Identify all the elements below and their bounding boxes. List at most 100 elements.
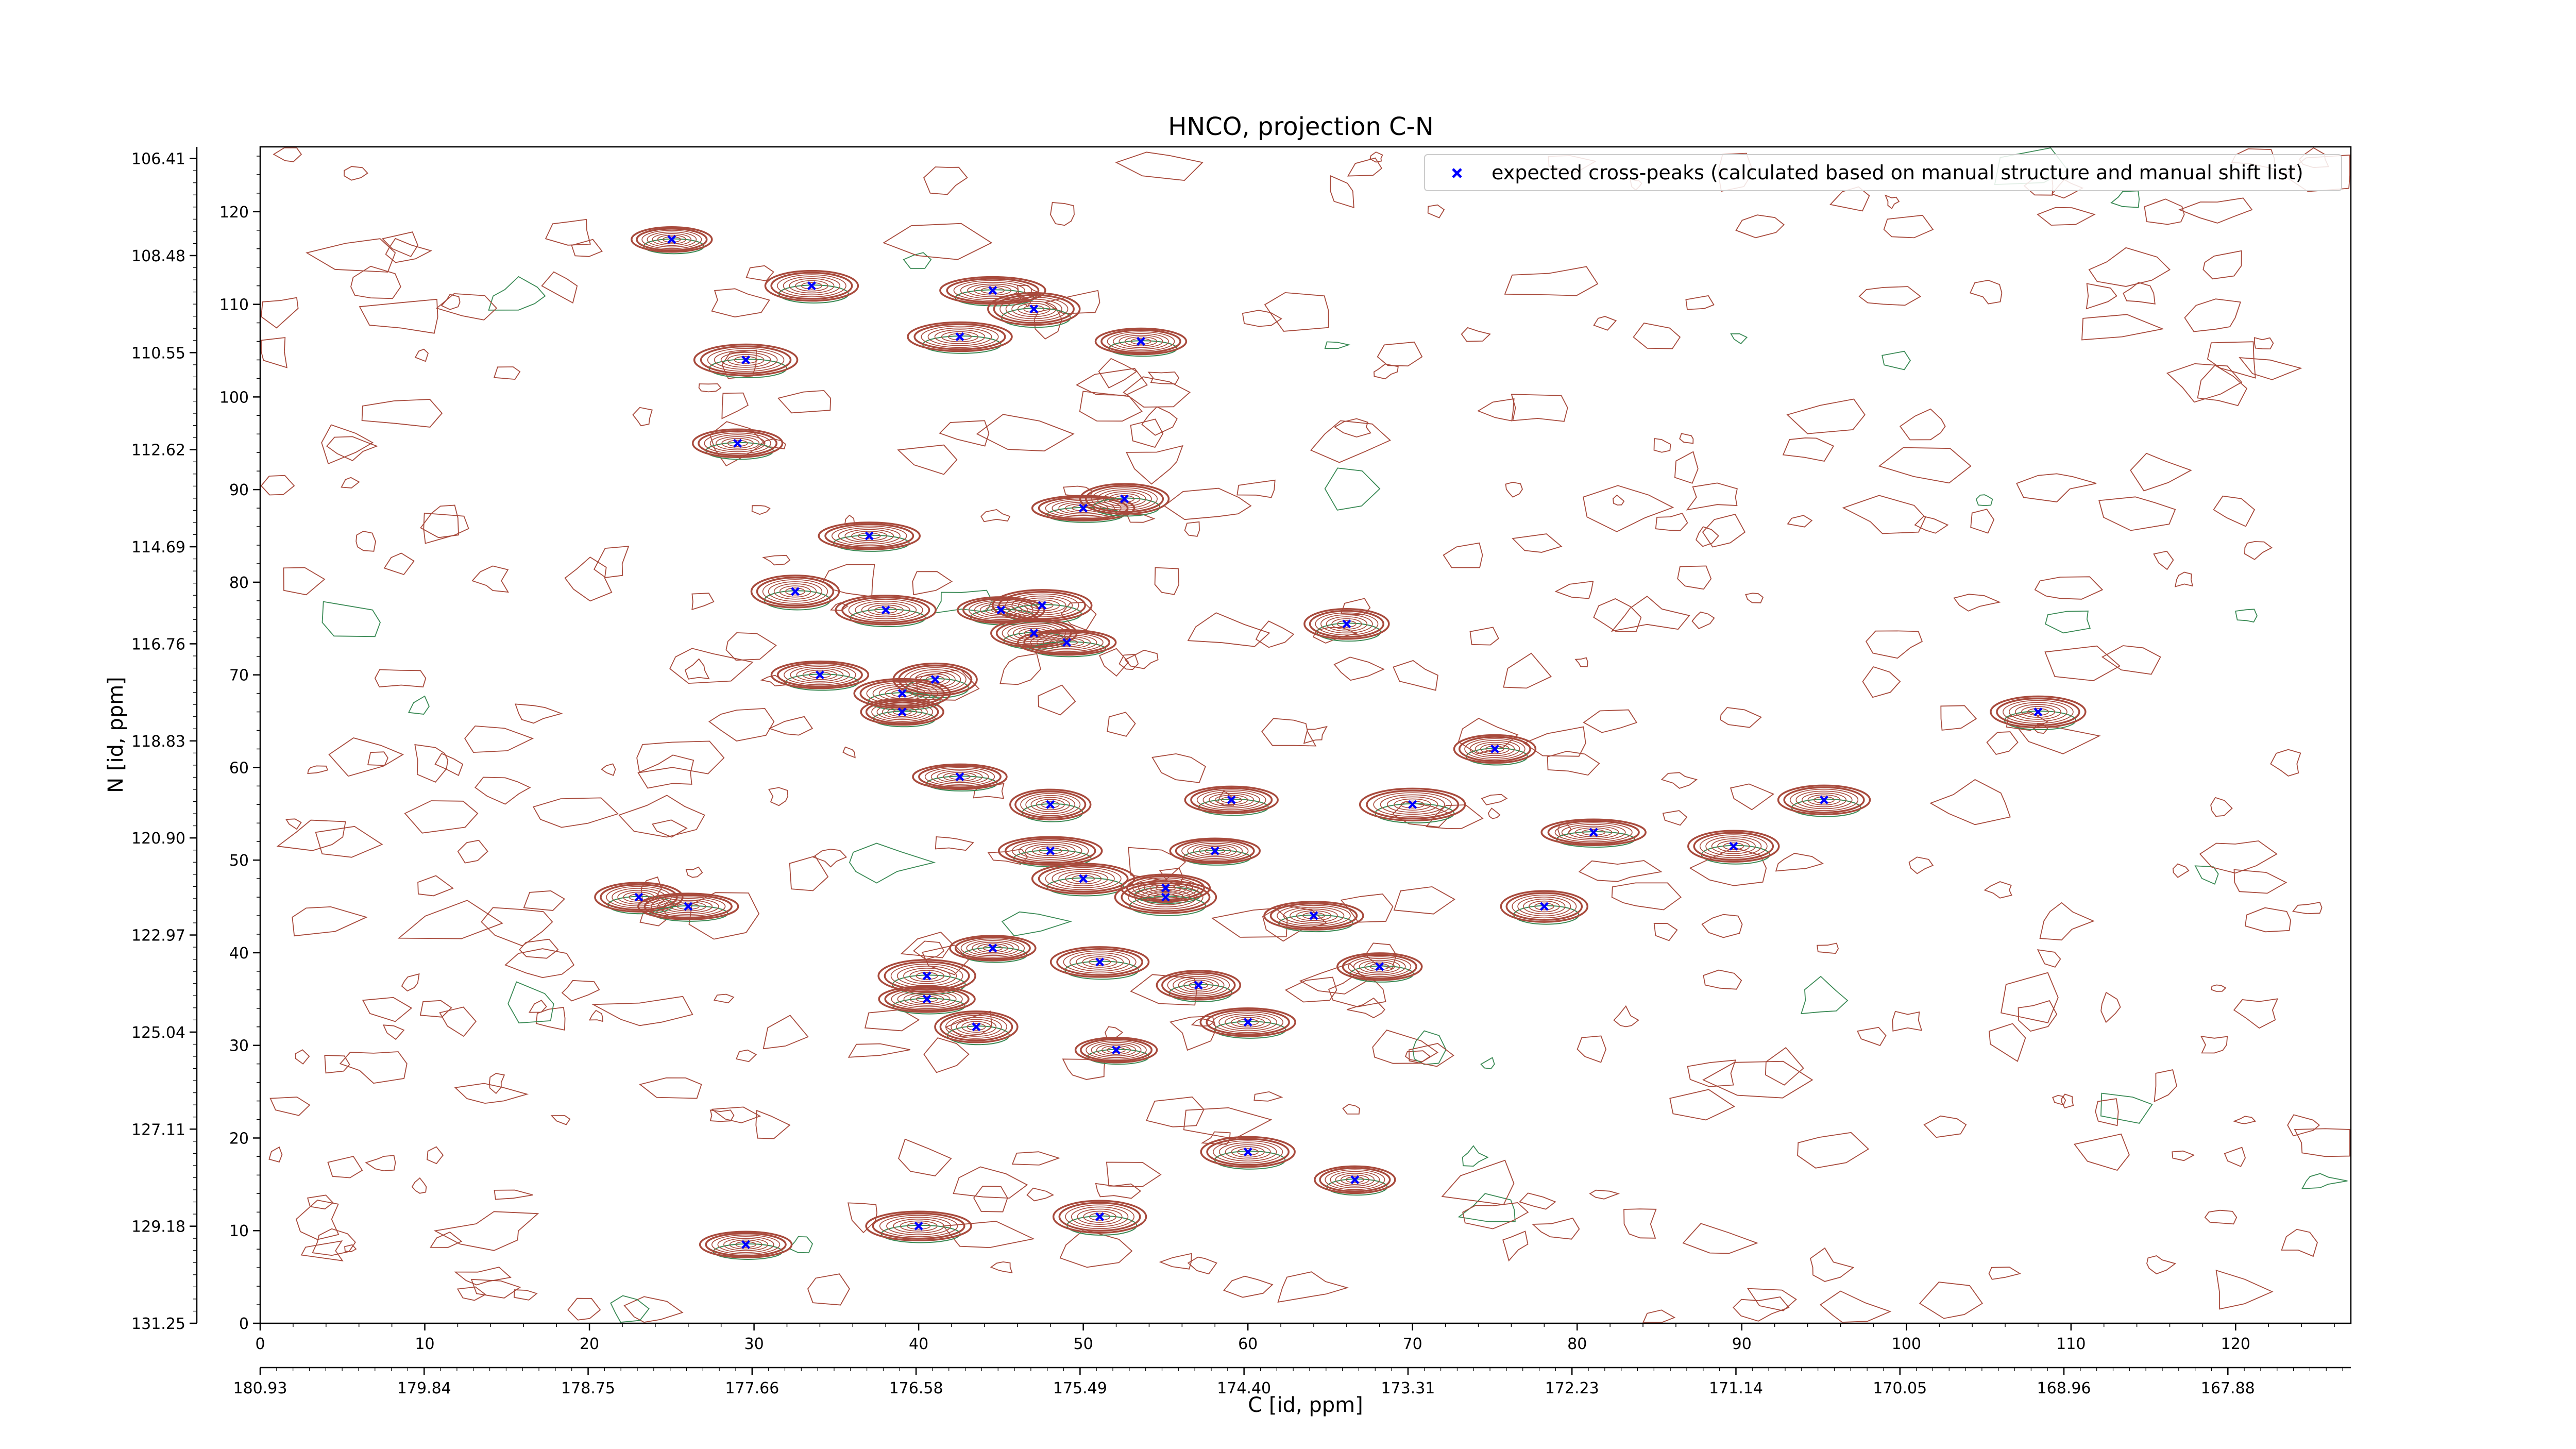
noise-contour	[1393, 886, 1455, 915]
positive-contour	[1687, 830, 1780, 863]
positive-contour	[652, 233, 692, 246]
positive-contour	[637, 892, 739, 920]
x-ppm-tick-label: 179.84	[397, 1379, 451, 1397]
noise-contour	[842, 746, 856, 759]
noise-contour	[1223, 1275, 1274, 1298]
positive-contour	[1126, 875, 1205, 901]
positive-contour	[960, 938, 1025, 958]
noise-contour	[404, 800, 479, 834]
noise-contour	[610, 1295, 650, 1323]
noise-contour	[618, 795, 705, 838]
positive-contour	[980, 287, 1005, 294]
peak-contour	[1052, 1200, 1147, 1236]
cross-peak-marker-stroke-b	[1095, 957, 1105, 967]
noise-contour	[1211, 907, 1288, 938]
noise-contour	[2006, 712, 2049, 731]
y-ppm-tick-label: 127.11	[131, 1121, 185, 1139]
noise-contour	[1130, 418, 1164, 448]
positive-contour	[912, 763, 1008, 790]
cross-peak-marker-stroke-b	[1029, 629, 1039, 638]
positive-contour	[1082, 956, 1117, 968]
noise-contour	[285, 818, 302, 830]
cross-peak-marker-stroke-b	[1819, 795, 1829, 804]
positive-contour	[698, 430, 778, 457]
positive-contour	[1314, 1165, 1396, 1194]
positive-contour	[891, 689, 913, 697]
positive-contour	[768, 581, 823, 602]
noise-contour	[942, 1221, 1035, 1249]
positive-contour	[916, 996, 938, 1003]
noise-contour	[292, 906, 368, 937]
positive-contour	[785, 587, 805, 596]
peak-contour	[1359, 787, 1466, 823]
positive-contour	[1723, 842, 1744, 850]
y-ppm-tick-label: 114.69	[131, 538, 185, 557]
noise-contour	[623, 1296, 684, 1323]
positive-contour	[1076, 954, 1124, 970]
noise-contour	[1255, 620, 1295, 648]
positive-contour	[953, 280, 1032, 301]
positive-contour	[721, 437, 754, 449]
noise-contour	[295, 1049, 310, 1065]
cross-peak-marker-stroke-b	[1079, 503, 1088, 513]
noise-contour	[519, 938, 559, 959]
y-tick-label: 20	[229, 1130, 249, 1148]
noise-contour	[1929, 779, 2011, 825]
cross-peak-marker-stroke-b	[1408, 800, 1417, 809]
positive-contour	[1400, 800, 1425, 808]
positive-contour	[734, 356, 758, 364]
positive-contour	[982, 945, 1003, 952]
positive-contour	[1263, 901, 1364, 931]
positive-contour	[1004, 837, 1096, 864]
noise-contour	[849, 843, 936, 884]
noise-contour	[897, 444, 958, 475]
x-tick-label: 110	[2056, 1335, 2086, 1353]
y-tick-label: 70	[229, 667, 249, 685]
cross-peak-marker-stroke-b	[2033, 707, 2043, 717]
noise-contour	[1986, 731, 2019, 755]
noise-contour	[1001, 911, 1073, 937]
noise-contour	[1151, 753, 1206, 783]
positive-contour	[1089, 1212, 1111, 1221]
x-tick-label: 50	[1074, 1335, 1093, 1353]
positive-contour	[1056, 948, 1143, 976]
positive-contour	[1199, 846, 1231, 856]
noise-contour	[1730, 333, 1748, 345]
positive-contour	[1453, 734, 1537, 764]
positive-contour	[1074, 1036, 1158, 1064]
positive-contour	[1183, 980, 1214, 991]
noise-contour	[514, 1289, 538, 1301]
noise-contour	[934, 589, 993, 614]
positive-contour	[930, 768, 989, 785]
positive-contour	[705, 1232, 787, 1257]
positive-contour	[1209, 793, 1255, 807]
noise-contour	[1284, 976, 1337, 1003]
noise-contour	[2101, 645, 2161, 675]
noise-contour	[1733, 1296, 1790, 1322]
noise-contour	[2172, 863, 2190, 878]
noise-contour	[2073, 1133, 2130, 1171]
noise-contour	[973, 1186, 1008, 1212]
noise-contour	[1469, 627, 1499, 646]
positive-contour	[1030, 797, 1070, 813]
noise-contour	[362, 997, 413, 1022]
noise-contour	[1011, 1151, 1061, 1166]
noise-contour	[1480, 1057, 1495, 1070]
positive-contour	[1369, 963, 1389, 970]
positive-contour	[1184, 785, 1279, 815]
noise-contour	[900, 931, 953, 958]
positive-contour	[921, 325, 999, 348]
cross-peak-marker-stroke-b	[930, 675, 940, 684]
noise-contour	[1685, 295, 1715, 310]
noise-contour	[591, 996, 693, 1026]
positive-contour	[1058, 1202, 1141, 1232]
positive-contour	[934, 329, 986, 344]
cross-peak-marker-stroke-b	[1029, 304, 1039, 314]
noise-contour	[1505, 481, 1523, 498]
positive-contour	[1561, 824, 1626, 841]
positive-contour	[1100, 329, 1181, 354]
noise-contour	[883, 223, 993, 260]
noise-contour	[414, 348, 429, 362]
noise-contour	[923, 166, 968, 195]
noise-contour	[474, 777, 531, 805]
